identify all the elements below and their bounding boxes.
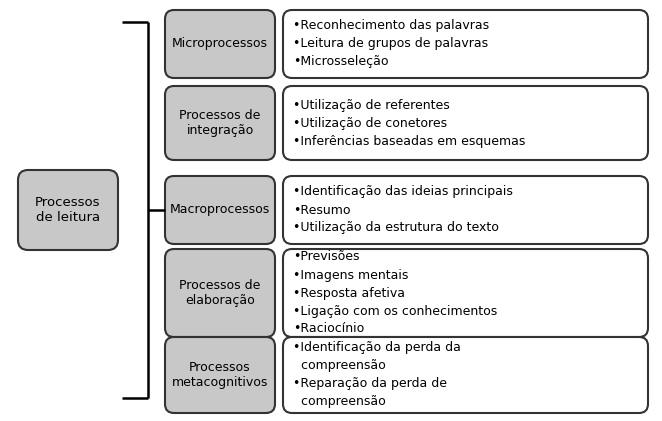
Text: Macroprocessos: Macroprocessos bbox=[170, 203, 270, 216]
Text: Processos
de leitura: Processos de leitura bbox=[35, 196, 101, 224]
FancyBboxPatch shape bbox=[283, 176, 648, 244]
Text: •Previsões
•Imagens mentais
•Resposta afetiva
•Ligação com os conhecimentos
•Rac: •Previsões •Imagens mentais •Resposta af… bbox=[293, 250, 497, 336]
FancyBboxPatch shape bbox=[165, 86, 275, 160]
FancyBboxPatch shape bbox=[283, 337, 648, 413]
FancyBboxPatch shape bbox=[165, 176, 275, 244]
FancyBboxPatch shape bbox=[283, 249, 648, 337]
Text: Processos de
integração: Processos de integração bbox=[179, 109, 261, 137]
Text: Processos de
elaboração: Processos de elaboração bbox=[179, 279, 261, 307]
FancyBboxPatch shape bbox=[18, 170, 118, 250]
Text: •Utilização de referentes
•Utilização de conetores
•Inferências baseadas em esqu: •Utilização de referentes •Utilização de… bbox=[293, 99, 526, 147]
FancyBboxPatch shape bbox=[165, 337, 275, 413]
Text: •Reconhecimento das palavras
•Leitura de grupos de palavras
•Microsseleção: •Reconhecimento das palavras •Leitura de… bbox=[293, 19, 489, 69]
Text: Processos
metacognitivos: Processos metacognitivos bbox=[172, 361, 268, 389]
Text: •Identificação da perda da
  compreensão
•Reparação da perda de
  compreensão: •Identificação da perda da compreensão •… bbox=[293, 341, 461, 408]
FancyBboxPatch shape bbox=[283, 10, 648, 78]
FancyBboxPatch shape bbox=[165, 249, 275, 337]
FancyBboxPatch shape bbox=[283, 86, 648, 160]
Text: •Identificação das ideias principais
•Resumo
•Utilização da estrutura do texto: •Identificação das ideias principais •Re… bbox=[293, 186, 513, 234]
Text: Microprocessos: Microprocessos bbox=[172, 37, 268, 51]
FancyBboxPatch shape bbox=[165, 10, 275, 78]
